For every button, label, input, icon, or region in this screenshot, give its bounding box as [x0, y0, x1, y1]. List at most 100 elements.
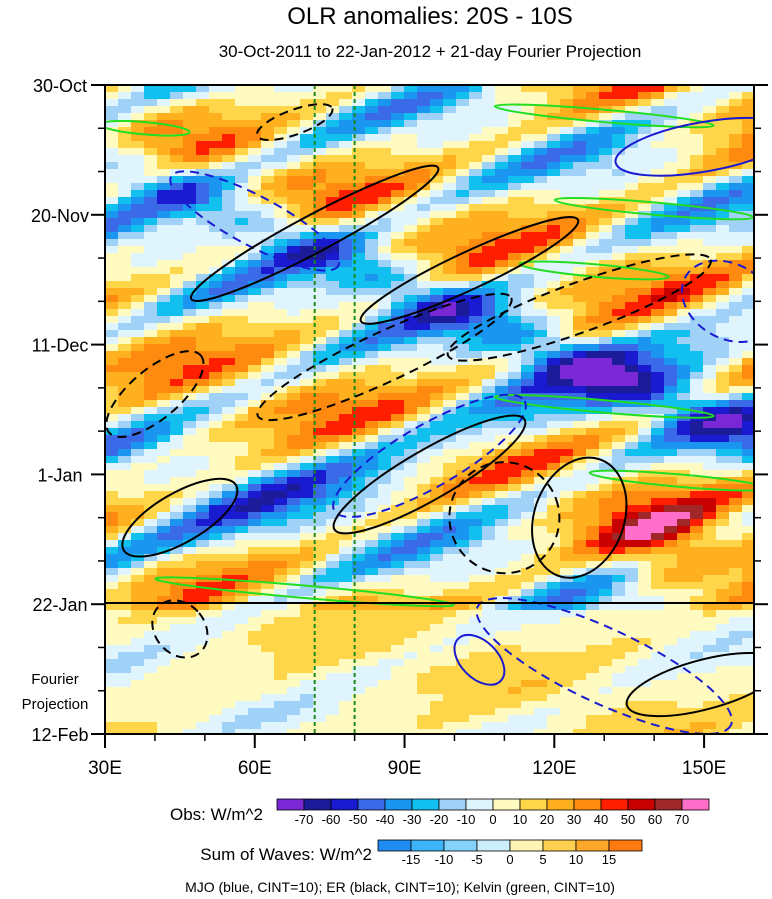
- field-cell: [300, 498, 313, 505]
- field-cell: [352, 274, 365, 281]
- field-cell: [196, 204, 209, 211]
- field-cell: [586, 407, 599, 414]
- field-cell: [560, 274, 573, 281]
- field-cell: [352, 309, 365, 316]
- field-cell: [547, 106, 560, 113]
- field-cell: [430, 407, 443, 414]
- field-cell: [222, 631, 235, 638]
- field-cell: [391, 540, 404, 547]
- field-cell: [664, 386, 677, 393]
- field-cell: [742, 393, 754, 400]
- field-cell: [274, 652, 287, 659]
- field-cell: [690, 372, 703, 379]
- field-cell: [625, 631, 638, 638]
- field-cell: [196, 589, 209, 596]
- field-cell: [391, 337, 404, 344]
- field-cell: [222, 344, 235, 351]
- field-cell: [612, 211, 625, 218]
- field-cell: [222, 302, 235, 309]
- field-cell: [482, 365, 495, 372]
- field-cell: [599, 540, 612, 547]
- field-cell: [547, 204, 560, 211]
- field-cell: [690, 344, 703, 351]
- field-cell: [534, 540, 547, 547]
- field-cell: [391, 204, 404, 211]
- field-cell: [534, 561, 547, 568]
- field-cell: [144, 687, 157, 694]
- field-cell: [703, 155, 716, 162]
- field-cell: [586, 267, 599, 274]
- field-cell: [729, 232, 742, 239]
- field-cell: [742, 708, 754, 715]
- field-cell: [664, 589, 677, 596]
- field-cell: [274, 372, 287, 379]
- field-cell: [430, 449, 443, 456]
- field-cell: [131, 638, 144, 645]
- field-cell: [495, 225, 508, 232]
- field-cell: [209, 400, 222, 407]
- field-cell: [729, 225, 742, 232]
- field-cell: [521, 666, 534, 673]
- field-cell: [469, 638, 482, 645]
- field-cell: [378, 197, 391, 204]
- field-cell: [469, 162, 482, 169]
- field-cell: [183, 197, 196, 204]
- field-cell: [118, 120, 131, 127]
- field-cell: [287, 134, 300, 141]
- field-cell: [404, 596, 417, 603]
- field-cell: [599, 498, 612, 505]
- field-cell: [235, 547, 248, 554]
- field-cell: [209, 533, 222, 540]
- field-cell: [430, 701, 443, 708]
- field-cell: [469, 225, 482, 232]
- field-cell: [560, 421, 573, 428]
- field-cell: [651, 302, 664, 309]
- field-cell: [352, 267, 365, 274]
- field-cell: [612, 533, 625, 540]
- field-cell: [144, 113, 157, 120]
- field-cell: [131, 449, 144, 456]
- field-cell: [443, 435, 456, 442]
- field-cell: [261, 652, 274, 659]
- field-cell: [118, 393, 131, 400]
- field-cell: [586, 99, 599, 106]
- field-cell: [326, 477, 339, 484]
- field-cell: [430, 533, 443, 540]
- field-cell: [508, 92, 521, 99]
- field-cell: [742, 295, 754, 302]
- field-cell: [261, 680, 274, 687]
- field-cell: [313, 449, 326, 456]
- field-cell: [235, 673, 248, 680]
- field-cell: [430, 337, 443, 344]
- field-cell: [729, 386, 742, 393]
- obs-legend-swatch-2: [330, 798, 359, 811]
- field-cell: [482, 400, 495, 407]
- field-cell: [365, 435, 378, 442]
- field-cell: [456, 694, 469, 701]
- field-cell: [235, 141, 248, 148]
- field-cell: [417, 253, 430, 260]
- field-cell: [469, 659, 482, 666]
- field-cell: [456, 288, 469, 295]
- field-cell: [118, 722, 131, 729]
- field-cell: [521, 414, 534, 421]
- field-cell: [443, 232, 456, 239]
- field-cell: [391, 260, 404, 267]
- field-cell: [339, 295, 352, 302]
- field-cell: [118, 715, 131, 722]
- field-cell: [495, 477, 508, 484]
- field-cell: [612, 92, 625, 99]
- field-cell: [144, 197, 157, 204]
- field-cell: [482, 127, 495, 134]
- field-cell: [313, 85, 326, 92]
- field-cell: [261, 575, 274, 582]
- field-cell: [729, 673, 742, 680]
- field-cell: [339, 610, 352, 617]
- field-cell: [677, 316, 690, 323]
- field-cell: [261, 183, 274, 190]
- field-cell: [339, 673, 352, 680]
- field-cell: [183, 547, 196, 554]
- field-cell: [157, 134, 170, 141]
- field-cell: [170, 232, 183, 239]
- field-cell: [508, 127, 521, 134]
